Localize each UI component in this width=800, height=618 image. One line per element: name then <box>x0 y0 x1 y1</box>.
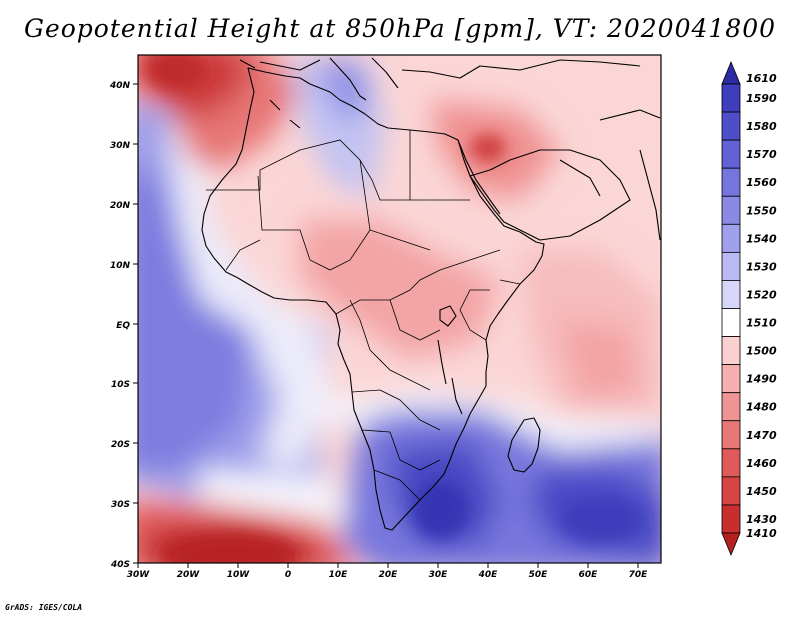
chart-title: Geopotential Height at 850hPa [gpm], VT:… <box>23 14 777 43</box>
coastlines <box>201 57 661 531</box>
colorbar-label: 1580 <box>746 120 777 133</box>
colorbar-label: 1610 <box>746 72 777 85</box>
colorbar-swatch <box>721 223 741 253</box>
lon-label: 0 <box>285 570 291 580</box>
colorbar-swatch <box>721 139 741 169</box>
colorbar-label: 1550 <box>746 204 777 217</box>
lon-label: 50E <box>529 570 549 580</box>
colorbar-swatch <box>721 280 741 309</box>
colorbar-swatch <box>721 336 741 366</box>
colorbar-swatch <box>721 83 741 113</box>
plot-frame <box>137 54 662 564</box>
colorbar-label: 1570 <box>746 148 777 161</box>
colorbar-swatch <box>721 420 741 450</box>
colorbar-top-arrow <box>721 60 741 85</box>
lat-label: 10N <box>110 261 131 271</box>
colorbar-label: 1520 <box>746 288 777 301</box>
height-field <box>138 55 661 563</box>
lat-label: EQ <box>116 321 130 331</box>
lat-label: 10S <box>111 380 130 390</box>
lon-label: 20E <box>379 570 399 580</box>
colorbar-label: 1490 <box>746 373 777 386</box>
lon-label: 10W <box>227 570 251 580</box>
country-borders <box>206 130 521 501</box>
colorbar: 1610 1590 1580 1570 1560 1550 1540 1530 1520 1510… <box>721 60 777 557</box>
colorbar-swatch <box>721 504 741 534</box>
lon-label: 40E <box>478 570 499 580</box>
lat-label: 40S <box>110 560 130 570</box>
grads-credit: GrADS: IGES/COLA <box>5 603 83 612</box>
colorbar-label: 1560 <box>746 176 777 189</box>
lon-label: 10E <box>329 570 349 580</box>
lon-label: 20W <box>177 570 201 580</box>
colorbar-label: 1530 <box>746 260 777 273</box>
colorbar-label: 1450 <box>746 485 777 498</box>
colorbar-label: 1500 <box>746 345 777 358</box>
colorbar-swatch <box>721 308 741 337</box>
colorbar-swatch <box>721 251 741 281</box>
lon-label: 30E <box>429 570 449 580</box>
colorbar-label: 1470 <box>746 429 777 442</box>
colorbar-label: 1590 <box>746 92 777 105</box>
colorbar-swatch <box>721 111 741 141</box>
colorbar-swatch <box>721 476 741 506</box>
lat-label: 30N <box>110 141 131 151</box>
colorbar-label: 1510 <box>746 317 777 330</box>
lat-label: 20N <box>110 201 131 211</box>
colorbar-label: 1460 <box>746 457 777 470</box>
colorbar-bottom-arrow <box>721 532 741 557</box>
lat-label: 40N <box>109 81 131 91</box>
latitude-labels: 40N 30N 20N 10N EQ 10S 20S 30S 40S <box>109 81 131 570</box>
lat-label: 20S <box>111 440 130 450</box>
lon-label: 30W <box>127 570 151 580</box>
colorbar-label: 1540 <box>746 232 777 245</box>
colorbar-label: 1430 <box>746 513 777 526</box>
colorbar-swatch <box>721 195 741 225</box>
colorbar-swatch <box>721 167 741 197</box>
longitude-labels: 30W 20W 10W 0 10E 20E 30E 40E 50E 60E 70… <box>127 570 648 580</box>
lon-label: 70E <box>629 570 649 580</box>
colorbar-swatch <box>721 448 741 478</box>
colorbar-swatch <box>721 392 741 422</box>
lat-label: 30S <box>111 500 130 510</box>
colorbar-swatch <box>721 364 741 394</box>
axis-ticks <box>133 83 639 568</box>
colorbar-label: 1410 <box>746 527 777 540</box>
colorbar-label: 1480 <box>746 401 777 414</box>
lon-label: 60E <box>579 570 599 580</box>
